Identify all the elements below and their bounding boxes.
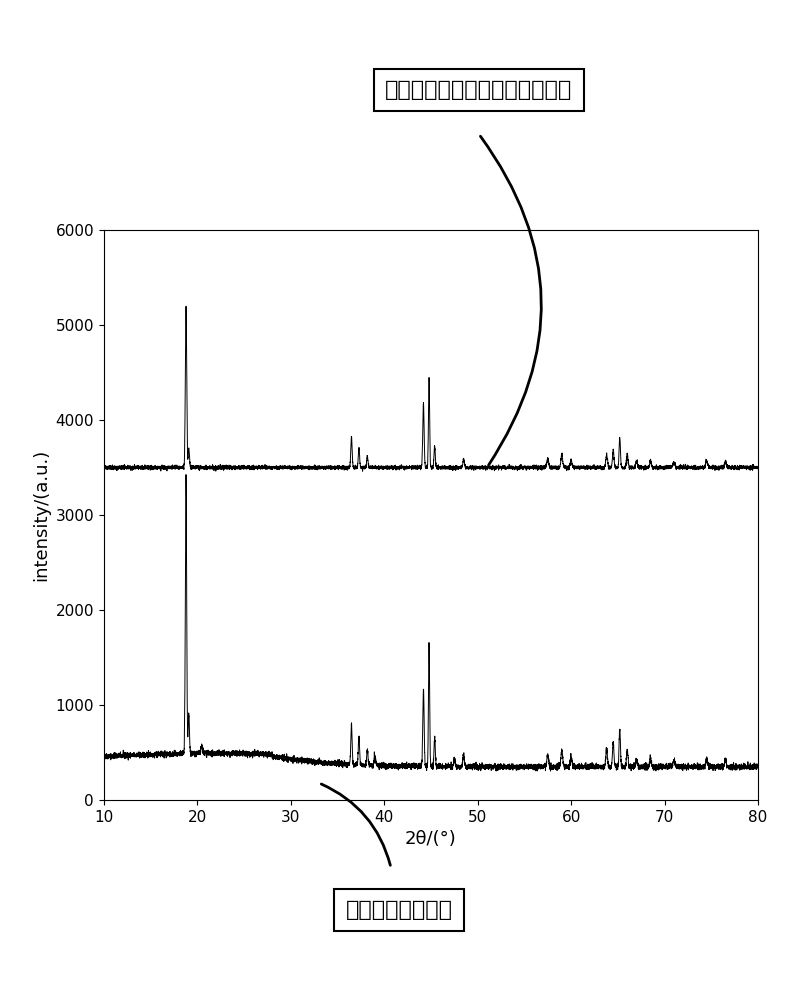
X-axis label: 2θ/(°): 2θ/(°) (405, 830, 456, 848)
Text: 富锂镕锰二元材料: 富锂镕锰二元材料 (346, 900, 452, 920)
Text: 氟化物包覆的富锂镕锰二元材料: 氟化物包覆的富锂镕锰二元材料 (385, 80, 572, 100)
Y-axis label: intensity/(a.u.): intensity/(a.u.) (32, 449, 49, 581)
